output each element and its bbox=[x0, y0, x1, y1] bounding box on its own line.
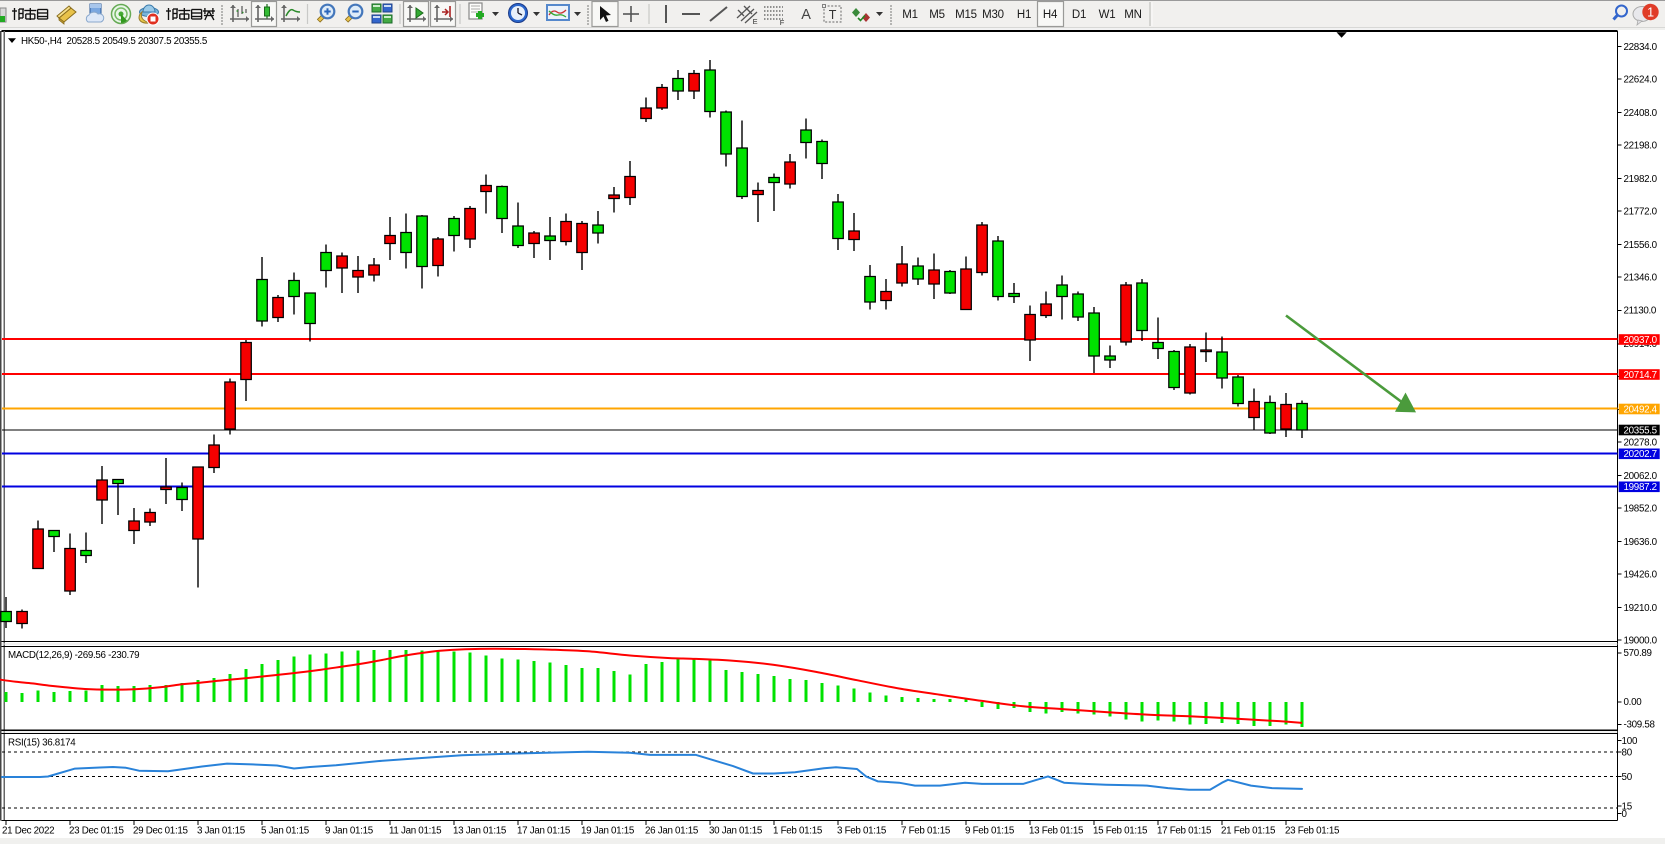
svg-text:21982.0: 21982.0 bbox=[1624, 174, 1658, 185]
svg-text:20202.7: 20202.7 bbox=[1624, 449, 1657, 460]
svg-text:9 Feb 01:15: 9 Feb 01:15 bbox=[965, 826, 1015, 837]
svg-text:11 Jan 01:15: 11 Jan 01:15 bbox=[389, 826, 442, 837]
svg-text:9 Jan 01:15: 9 Jan 01:15 bbox=[325, 826, 374, 837]
svg-text:T: T bbox=[829, 8, 837, 22]
svg-text:13 Feb 01:15: 13 Feb 01:15 bbox=[1029, 826, 1084, 837]
svg-text:HK50-,H4 20528.5 20549.5 2030: HK50-,H4 20528.5 20549.5 20307.5 20355.5 bbox=[21, 36, 208, 47]
svg-text:100: 100 bbox=[1622, 736, 1638, 747]
svg-text:5 Jan 01:15: 5 Jan 01:15 bbox=[261, 826, 310, 837]
svg-text:80: 80 bbox=[1622, 748, 1633, 759]
svg-text:F: F bbox=[780, 18, 785, 27]
svg-text:21556.0: 21556.0 bbox=[1624, 240, 1658, 251]
svg-text:19000.0: 19000.0 bbox=[1624, 636, 1658, 647]
svg-text:M30: M30 bbox=[982, 9, 1004, 21]
svg-text:21772.0: 21772.0 bbox=[1624, 206, 1658, 217]
svg-text:3 Feb 01:15: 3 Feb 01:15 bbox=[837, 826, 887, 837]
svg-text:0.00: 0.00 bbox=[1624, 697, 1643, 708]
svg-text:21130.0: 21130.0 bbox=[1624, 306, 1657, 317]
svg-text:W1: W1 bbox=[1099, 9, 1116, 21]
svg-text:20937.0: 20937.0 bbox=[1624, 335, 1658, 346]
svg-text:0: 0 bbox=[1622, 809, 1628, 820]
svg-text:26 Jan 01:15: 26 Jan 01:15 bbox=[645, 826, 699, 837]
svg-text:A: A bbox=[801, 7, 811, 23]
svg-text:RSI(15) 36.8174: RSI(15) 36.8174 bbox=[8, 738, 76, 749]
svg-text:50: 50 bbox=[1622, 772, 1633, 783]
svg-text:19987.2: 19987.2 bbox=[1624, 482, 1657, 493]
svg-text:19426.0: 19426.0 bbox=[1624, 570, 1658, 581]
svg-text:22198.0: 22198.0 bbox=[1624, 140, 1658, 151]
svg-text:1 Feb 01:15: 1 Feb 01:15 bbox=[773, 826, 823, 837]
svg-text:21 Dec 2022: 21 Dec 2022 bbox=[2, 826, 54, 837]
svg-text:H1: H1 bbox=[1017, 9, 1031, 21]
svg-text:7 Feb 01:15: 7 Feb 01:15 bbox=[901, 826, 951, 837]
svg-text:17 Jan 01:15: 17 Jan 01:15 bbox=[517, 826, 571, 837]
svg-text:20492.4: 20492.4 bbox=[1624, 404, 1658, 415]
svg-text:20278.0: 20278.0 bbox=[1624, 438, 1658, 449]
svg-text:29 Dec 01:15: 29 Dec 01:15 bbox=[133, 826, 189, 837]
svg-text:21 Feb 01:15: 21 Feb 01:15 bbox=[1221, 826, 1276, 837]
svg-text:23 Feb 01:15: 23 Feb 01:15 bbox=[1285, 826, 1340, 837]
svg-text:MN: MN bbox=[1124, 9, 1142, 21]
svg-text:19636.0: 19636.0 bbox=[1624, 537, 1658, 548]
svg-text:1: 1 bbox=[1647, 5, 1654, 19]
svg-text:M5: M5 bbox=[929, 9, 945, 21]
svg-text:15 Feb 01:15: 15 Feb 01:15 bbox=[1093, 826, 1148, 837]
svg-text:22408.0: 22408.0 bbox=[1624, 108, 1658, 119]
svg-text:M15: M15 bbox=[955, 9, 977, 21]
svg-text:30 Jan 01:15: 30 Jan 01:15 bbox=[709, 826, 763, 837]
svg-text:19210.0: 19210.0 bbox=[1624, 603, 1658, 614]
svg-text:21346.0: 21346.0 bbox=[1624, 272, 1658, 283]
svg-text:20355.5: 20355.5 bbox=[1624, 425, 1658, 436]
svg-text:M1: M1 bbox=[902, 9, 918, 21]
svg-text:D1: D1 bbox=[1072, 9, 1086, 21]
svg-text:MACD(12,26,9) -269.56 -230.79: MACD(12,26,9) -269.56 -230.79 bbox=[8, 650, 139, 661]
svg-text:19 Jan 01:15: 19 Jan 01:15 bbox=[581, 826, 635, 837]
svg-text:H4: H4 bbox=[1043, 9, 1058, 21]
svg-text:3 Jan 01:15: 3 Jan 01:15 bbox=[197, 826, 246, 837]
svg-text:22834.0: 22834.0 bbox=[1624, 42, 1658, 53]
svg-text:-309.58: -309.58 bbox=[1624, 720, 1656, 731]
svg-text:13 Jan 01:15: 13 Jan 01:15 bbox=[453, 826, 507, 837]
svg-text:20062.0: 20062.0 bbox=[1624, 471, 1658, 482]
svg-text:15: 15 bbox=[1622, 801, 1633, 812]
svg-text:22624.0: 22624.0 bbox=[1624, 74, 1658, 85]
svg-text:17 Feb 01:15: 17 Feb 01:15 bbox=[1157, 826, 1212, 837]
svg-text:570.89: 570.89 bbox=[1624, 648, 1652, 659]
svg-text:20714.7: 20714.7 bbox=[1624, 370, 1657, 381]
svg-text:E: E bbox=[753, 17, 758, 26]
svg-text:23 Dec 01:15: 23 Dec 01:15 bbox=[69, 826, 125, 837]
svg-text:19852.0: 19852.0 bbox=[1624, 504, 1658, 515]
